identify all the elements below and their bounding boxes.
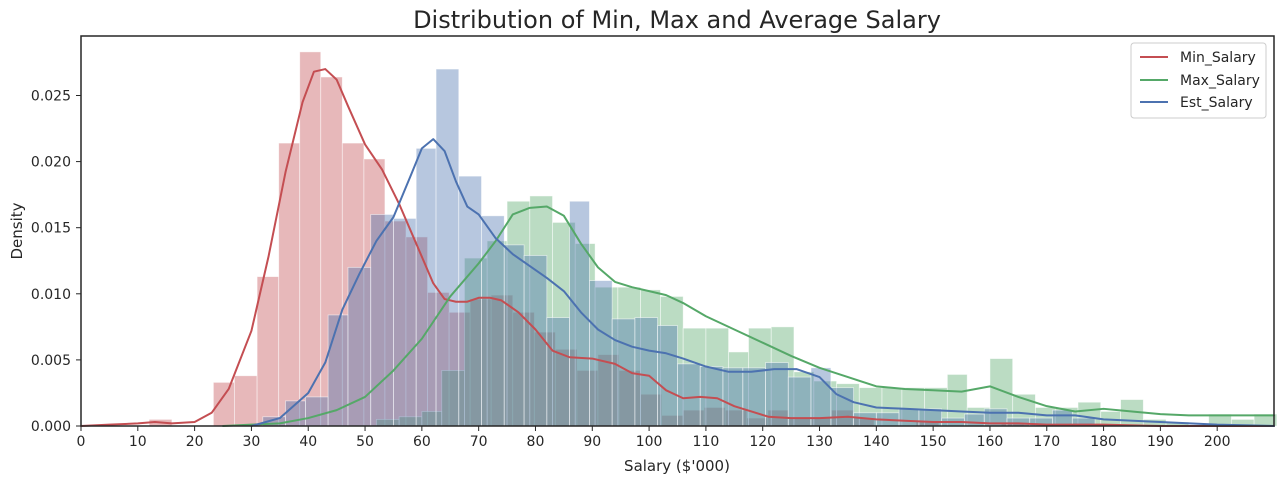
histogram-bar-est-salary — [1006, 417, 1031, 427]
kde-line-est-salary — [250, 138, 1275, 427]
legend-label-max: Max_Salary — [1180, 73, 1260, 89]
chart-title: Distribution of Min, Max and Average Sal… — [413, 6, 941, 34]
x-tick-label: 120 — [749, 434, 776, 450]
histogram-bar-min-salary — [212, 381, 235, 427]
y-axis-ticks: 0.000 0.005 0.010 0.015 0.020 0.025 — [31, 88, 81, 435]
histogram-bar-min-salary — [233, 375, 258, 427]
x-tick-label: 30 — [243, 434, 261, 450]
y-tick-label: 0.025 — [31, 88, 71, 104]
histogram-bar-min-salary — [256, 276, 280, 427]
x-tick-label: 50 — [356, 434, 374, 450]
y-tick-label: 0.000 — [31, 419, 71, 435]
x-tick-label: 130 — [806, 434, 833, 450]
kde-line-min-salary — [80, 68, 1275, 427]
histogram-bar-est-salary — [677, 363, 701, 427]
x-tick-label: 20 — [186, 434, 204, 450]
histogram-bars — [148, 51, 1278, 427]
histogram-bar-est-salary — [830, 387, 855, 427]
x-tick-label: 60 — [413, 434, 431, 450]
histogram-bar-est-salary — [415, 147, 437, 427]
histogram-bar-est-salary — [963, 413, 985, 427]
x-tick-label: 140 — [863, 434, 890, 450]
x-tick-label: 80 — [527, 434, 545, 450]
y-tick-label: 0.015 — [31, 221, 71, 237]
histogram-bar-est-salary — [1052, 409, 1073, 427]
x-axis-ticks: 0 10 20 30 40 50 60 70 80 90 100 110 120 130 140 150 160… — [77, 426, 1231, 450]
histogram-bar-est-salary — [918, 408, 943, 427]
legend-frame — [1130, 42, 1267, 119]
plot-frame — [80, 35, 1275, 427]
x-axis-label: Salary ($'000) — [624, 457, 730, 475]
histogram-bar-est-salary — [393, 218, 417, 427]
y-tick-label: 0.005 — [31, 353, 71, 369]
histogram-bar-est-salary — [304, 396, 329, 427]
histogram-bar-est-salary — [589, 280, 613, 427]
histogram-bar-est-salary — [657, 325, 678, 427]
histogram-bar-est-salary — [722, 367, 744, 427]
x-tick-label: 110 — [693, 434, 720, 450]
kde-lines — [80, 68, 1275, 427]
x-tick-label: 170 — [1033, 434, 1060, 450]
histogram-bar-est-salary — [634, 317, 659, 427]
histogram-bar-min-salary — [299, 51, 322, 427]
histogram-bar-est-salary — [898, 408, 920, 427]
x-tick-label: 90 — [583, 434, 601, 450]
legend-label-min: Min_Salary — [1180, 50, 1256, 66]
histogram-bar-est-salary — [546, 317, 570, 427]
kde-line-max-salary — [222, 205, 1275, 427]
y-axis-label: Density — [8, 202, 26, 259]
x-tick-label: 40 — [299, 434, 317, 450]
x-tick-label: 200 — [1204, 434, 1231, 450]
y-tick-label: 0.010 — [31, 287, 71, 303]
y-tick-label: 0.020 — [31, 155, 71, 171]
x-tick-label: 100 — [636, 434, 663, 450]
x-tick-label: 190 — [1147, 434, 1174, 450]
legend-label-est: Est_Salary — [1180, 95, 1253, 111]
histogram-bar-est-salary — [569, 200, 590, 427]
x-tick-label: 180 — [1090, 434, 1117, 450]
x-tick-label: 0 — [77, 434, 86, 450]
legend: Min_Salary Max_Salary Est_Salary — [1130, 42, 1267, 119]
x-tick-label: 150 — [920, 434, 947, 450]
histogram-bar-est-salary — [503, 244, 525, 427]
x-tick-label: 160 — [977, 434, 1004, 450]
x-tick-label: 70 — [470, 434, 488, 450]
histogram-bar-est-salary — [435, 68, 460, 427]
histogram-bar-est-salary — [481, 215, 505, 427]
x-tick-label: 10 — [129, 434, 147, 450]
histogram-bar-est-salary — [742, 367, 766, 427]
